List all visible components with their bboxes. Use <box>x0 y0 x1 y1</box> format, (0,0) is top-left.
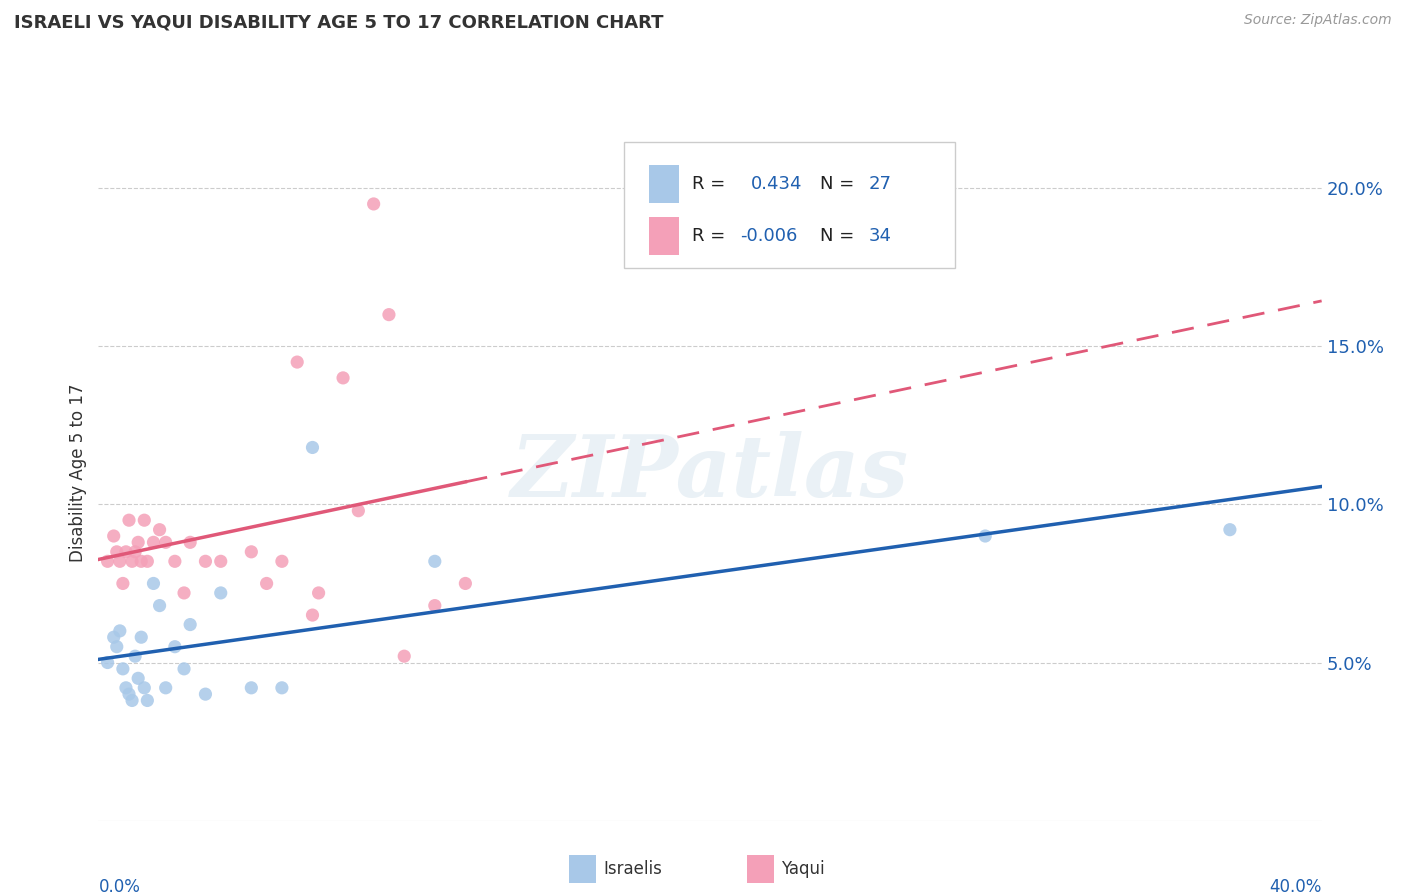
Point <box>155 535 177 549</box>
Point <box>256 576 278 591</box>
Text: -0.006: -0.006 <box>741 227 799 245</box>
Point <box>108 624 131 638</box>
Text: Israelis: Israelis <box>603 861 662 879</box>
Point <box>194 554 217 568</box>
Point <box>129 630 152 644</box>
FancyBboxPatch shape <box>747 855 773 883</box>
Point <box>155 681 177 695</box>
Point <box>142 576 165 591</box>
Point <box>270 681 292 695</box>
Point <box>301 608 323 623</box>
Text: 27: 27 <box>869 175 891 193</box>
Y-axis label: Disability Age 5 to 17: Disability Age 5 to 17 <box>69 384 87 562</box>
Point <box>127 671 149 685</box>
Point <box>97 656 120 670</box>
Point <box>118 513 141 527</box>
Text: N =: N = <box>820 227 860 245</box>
Point <box>240 545 263 559</box>
Text: ZIPatlas: ZIPatlas <box>510 431 910 515</box>
Point <box>163 554 186 568</box>
Point <box>97 554 120 568</box>
FancyBboxPatch shape <box>624 142 955 268</box>
Text: ISRAELI VS YAQUI DISABILITY AGE 5 TO 17 CORRELATION CHART: ISRAELI VS YAQUI DISABILITY AGE 5 TO 17 … <box>14 13 664 31</box>
Point <box>285 355 308 369</box>
Point <box>129 554 152 568</box>
Point <box>103 630 125 644</box>
Point <box>111 662 134 676</box>
Point <box>179 617 201 632</box>
Point <box>179 535 201 549</box>
Text: Yaqui: Yaqui <box>780 861 824 879</box>
Point <box>454 576 477 591</box>
Text: 0.0%: 0.0% <box>98 878 141 892</box>
Point <box>136 554 159 568</box>
Point <box>105 545 128 559</box>
Point <box>423 599 446 613</box>
Text: R =: R = <box>692 175 737 193</box>
Point <box>149 599 172 613</box>
Point <box>149 523 172 537</box>
Point <box>103 529 125 543</box>
Text: Source: ZipAtlas.com: Source: ZipAtlas.com <box>1244 13 1392 28</box>
Text: 34: 34 <box>869 227 891 245</box>
Point <box>127 535 149 549</box>
Point <box>347 504 370 518</box>
Point <box>173 662 195 676</box>
Text: 40.0%: 40.0% <box>1270 878 1322 892</box>
Point <box>301 441 323 455</box>
Point <box>115 545 138 559</box>
Point <box>363 197 385 211</box>
Point <box>124 649 146 664</box>
Point <box>163 640 186 654</box>
Point <box>105 640 128 654</box>
Point <box>108 554 131 568</box>
Point <box>378 308 401 322</box>
Point <box>124 545 146 559</box>
Point <box>134 681 156 695</box>
Point <box>136 693 159 707</box>
FancyBboxPatch shape <box>648 217 679 255</box>
Point <box>270 554 292 568</box>
FancyBboxPatch shape <box>648 165 679 203</box>
Point <box>134 513 156 527</box>
Point <box>111 576 134 591</box>
Point <box>392 649 416 664</box>
Point <box>209 554 232 568</box>
Point <box>240 681 263 695</box>
Text: 0.434: 0.434 <box>751 175 801 193</box>
Text: N =: N = <box>820 175 860 193</box>
Point <box>209 586 232 600</box>
Point <box>194 687 217 701</box>
Point <box>1219 523 1241 537</box>
Point <box>121 554 143 568</box>
Point <box>974 529 997 543</box>
FancyBboxPatch shape <box>569 855 596 883</box>
Point <box>115 681 138 695</box>
Point <box>332 371 354 385</box>
Text: R =: R = <box>692 227 731 245</box>
Point <box>308 586 330 600</box>
Point <box>173 586 195 600</box>
Point <box>423 554 446 568</box>
Point <box>118 687 141 701</box>
Point <box>121 693 143 707</box>
Point <box>142 535 165 549</box>
